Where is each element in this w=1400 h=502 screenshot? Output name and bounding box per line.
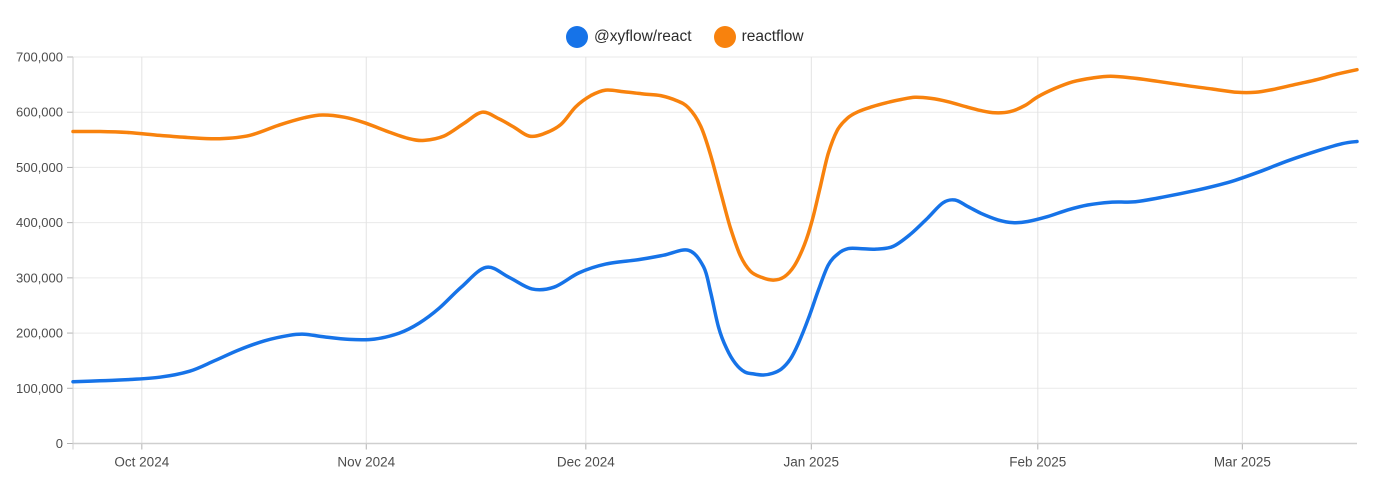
y-tick-label: 100,000 bbox=[16, 381, 63, 396]
x-tick-label: Oct 2024 bbox=[114, 455, 169, 470]
y-tick-label: 400,000 bbox=[16, 215, 63, 230]
y-tick-label: 600,000 bbox=[16, 105, 63, 120]
x-tick-label: Nov 2024 bbox=[337, 455, 395, 470]
legend-label-reactflow: reactflow bbox=[741, 28, 804, 45]
y-tick-label: 500,000 bbox=[16, 160, 63, 175]
series-line-xyflow-react[interactable] bbox=[71, 139, 1359, 384]
series-line-reactflow[interactable] bbox=[71, 67, 1359, 282]
x-tick-label: Feb 2025 bbox=[1009, 455, 1066, 470]
y-tick-label: 300,000 bbox=[16, 270, 63, 285]
x-tick-label: Mar 2025 bbox=[1214, 455, 1271, 470]
y-tick-label: 200,000 bbox=[16, 326, 63, 341]
legend-item-xyflow-react[interactable]: @xyflow/react bbox=[566, 26, 692, 48]
xyflow-react-color-dot bbox=[566, 26, 588, 48]
reactflow-color-dot bbox=[713, 26, 736, 48]
x-tick-label: Jan 2025 bbox=[784, 455, 840, 470]
y-tick-label: 0 bbox=[56, 436, 63, 451]
legend-label-xyflow-react: @xyflow/react bbox=[594, 28, 692, 45]
x-tick-label: Dec 2024 bbox=[557, 455, 615, 470]
chart-legend: @xyflow/react reactflow bbox=[566, 26, 804, 48]
legend-item-reactflow[interactable]: reactflow bbox=[713, 26, 804, 48]
y-tick-label: 700,000 bbox=[16, 50, 63, 65]
